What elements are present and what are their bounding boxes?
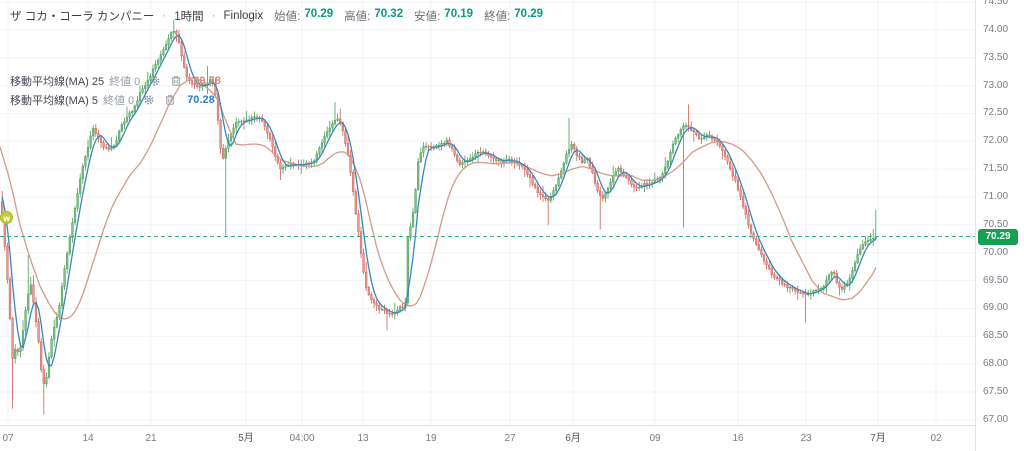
x-axis-label: 07 [2, 433, 14, 444]
interval-label[interactable]: 1時間 [174, 11, 204, 23]
candlestick-chart-canvas[interactable] [0, 0, 975, 425]
ma5-line [1, 35, 877, 367]
x-axis-label: 13 [357, 433, 369, 444]
y-axis-label: 73.50 [983, 51, 1009, 63]
settings-gear-icon[interactable] [143, 94, 155, 106]
y-axis-label: 74.50 [983, 0, 1009, 7]
indicator-params: 終値 0 [103, 94, 135, 107]
indicator-name: 移動平均線(MA) 25 [10, 75, 105, 88]
x-axis-label: 14 [82, 433, 94, 444]
y-axis-label: 68.50 [983, 330, 1009, 342]
grid-layer [0, 0, 975, 425]
x-axis-label: 16 [732, 433, 744, 444]
high-value: 高値: 70.32 [344, 8, 404, 23]
y-axis-label: 74.00 [983, 23, 1009, 35]
separator-dot: · [162, 10, 167, 22]
indicator-value: 69.78 [193, 74, 221, 87]
y-axis-label: 67.50 [983, 385, 1009, 397]
y-axis-label: 67.00 [983, 413, 1009, 425]
settings-gear-icon[interactable] [149, 75, 161, 87]
y-axis-label: 69.50 [983, 274, 1009, 286]
separator-dot: · [211, 10, 216, 22]
x-axis-label: 23 [800, 433, 812, 444]
symbol-title: ザ コカ・コーラ カンパニー [10, 11, 155, 23]
x-axis-label: 04:00 [289, 433, 315, 444]
indicator-value: 70.28 [187, 93, 215, 106]
close-value: 終値: 70.29 [484, 8, 544, 23]
annotation-marker-w[interactable]: w [0, 211, 13, 224]
x-axis-label: 7月 [870, 433, 886, 444]
indicator-name: 移動平均線(MA) 5 [10, 94, 98, 107]
delete-trash-icon[interactable] [164, 94, 176, 106]
y-axis-label: 72.50 [983, 107, 1009, 119]
indicator-params: 終値 0 [109, 75, 141, 88]
x-axis-label: 6月 [565, 433, 581, 444]
candles-layer [1, 19, 877, 415]
low-value: 安値: 70.19 [414, 8, 474, 23]
y-axis-label: 70.50 [983, 218, 1009, 230]
y-axis-label: 73.00 [983, 79, 1009, 91]
provider-label: Finlogix [223, 10, 264, 22]
chart-header: ザ コカ・コーラ カンパニー · 1時間 · Finlogix 始値: 70.2… [10, 8, 543, 24]
ma25-line [0, 76, 877, 320]
x-axis-label: 21 [145, 433, 157, 444]
price-axis-scale[interactable]: 70.29 74.50 74.00 73.50 73.00 72.50 72.00 71.5… [975, 0, 1024, 451]
x-axis-label: 19 [425, 433, 437, 444]
y-axis-label: 68.00 [983, 358, 1009, 370]
x-axis-label: 02 [930, 433, 942, 444]
open-value: 始値: 70.29 [274, 8, 334, 23]
x-axis-label: 27 [504, 433, 516, 444]
x-axis-label: 09 [649, 433, 661, 444]
y-axis-label: 69.00 [983, 302, 1009, 314]
y-axis-label: 72.00 [983, 135, 1009, 147]
time-axis-scale[interactable]: 07 14 21 5月 04:00 13 19 27 6月 09 16 23 7月 02 [0, 425, 1024, 451]
y-axis-label: 70.00 [983, 246, 1009, 258]
y-axis-label: 71.00 [983, 190, 1009, 202]
x-axis-label: 5月 [238, 433, 254, 444]
indicator-row-ma25: 移動平均線(MA) 25 終値 0 69.78 [10, 73, 221, 88]
last-price-badge: 70.29 [978, 228, 1018, 245]
delete-trash-icon[interactable] [170, 75, 182, 87]
indicator-row-ma5: 移動平均線(MA) 5 終値 0 70.28 [10, 92, 215, 107]
y-axis-label: 71.50 [983, 163, 1009, 175]
